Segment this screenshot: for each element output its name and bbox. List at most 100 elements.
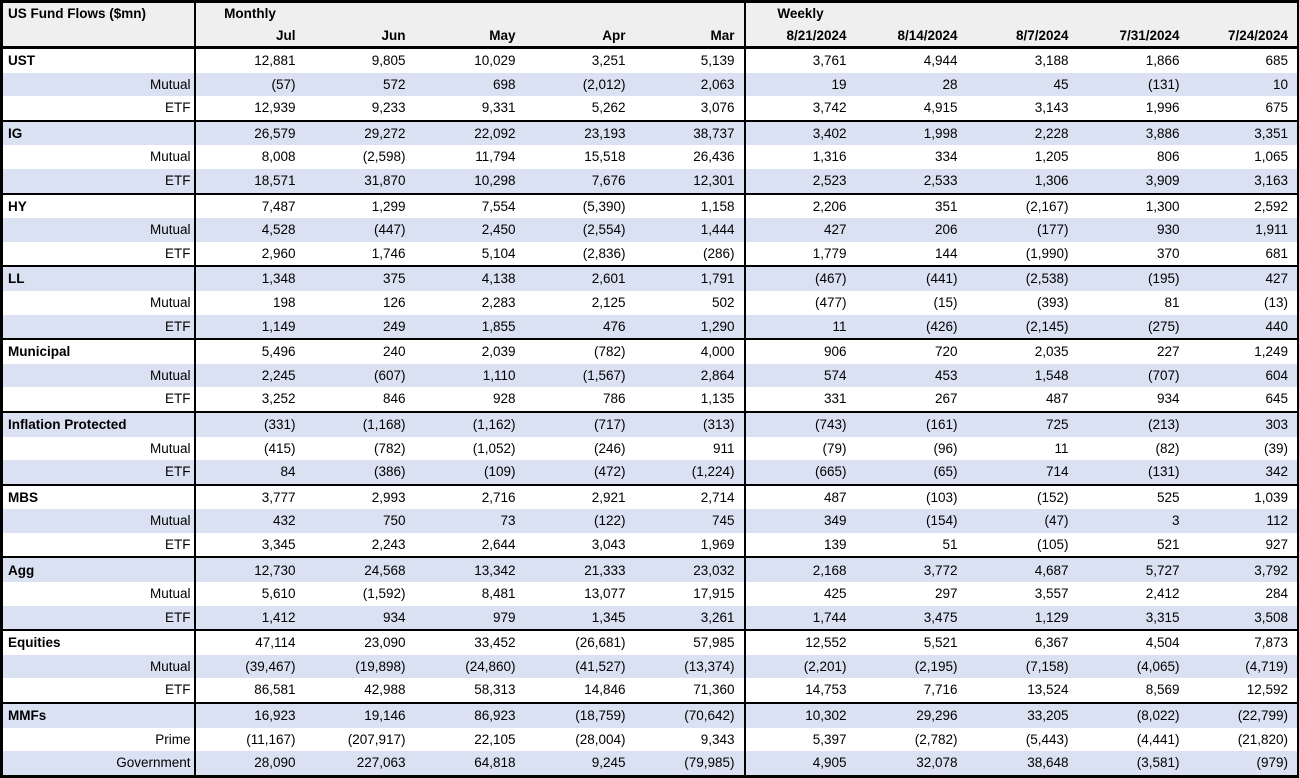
- value-cell: (331): [263, 416, 296, 432]
- value-cell: 86,923: [474, 708, 516, 724]
- value-cell: (5,390): [582, 198, 626, 214]
- value-cell: (2,145): [1025, 318, 1069, 334]
- sub-label-mutual: Mutual: [1, 436, 196, 461]
- value-cell: (472): [593, 464, 626, 480]
- table-row: ETF 18,571 31,870 10,298 7,676 12,301 2,523 2,5…: [1, 168, 1299, 194]
- value-cell: 521: [1156, 536, 1180, 552]
- value-cell: 267: [934, 391, 958, 407]
- value-cell: 1,249: [1254, 344, 1288, 360]
- value-cell: 45: [1053, 76, 1069, 92]
- value-cell: (19,898): [355, 658, 406, 674]
- value-cell: (57): [271, 76, 296, 92]
- value-cell: 604: [1265, 367, 1288, 383]
- value-cell: (415): [263, 440, 296, 456]
- table-row: HY 7,487 1,299 7,554 (5,390) 1,158 2,206 351 (2,…: [1, 193, 1299, 219]
- sub-label-etf: ETF: [1, 314, 196, 340]
- value-cell: 198: [272, 294, 296, 310]
- column-header-8-7-2024: 8/7/2024: [966, 24, 1078, 48]
- value-cell: 58,313: [474, 682, 516, 698]
- value-cell: (109): [483, 464, 516, 480]
- value-cell: 9,233: [371, 100, 406, 116]
- value-cell: 112: [1266, 513, 1288, 529]
- value-cell: 9,245: [591, 755, 626, 771]
- value-cell: (28,004): [575, 731, 626, 747]
- value-cell: 750: [382, 513, 406, 529]
- value-cell: (426): [925, 318, 958, 334]
- value-cell: 3,351: [1254, 125, 1288, 141]
- value-cell: (246): [593, 440, 626, 456]
- value-cell: 3,252: [261, 391, 296, 407]
- value-cell: (21,820): [1237, 731, 1288, 747]
- table-title: US Fund Flows ($mn): [1, 1, 196, 48]
- value-cell: 51: [942, 536, 958, 552]
- value-cell: (707): [1147, 367, 1180, 383]
- column-header-jun: Jun: [304, 24, 415, 48]
- value-cell: 12,552: [743, 630, 856, 655]
- value-cell: (447): [373, 222, 406, 238]
- value-cell: 8,008: [261, 149, 296, 165]
- value-cell: (24,860): [465, 658, 516, 674]
- value-cell: 427: [1265, 271, 1288, 287]
- value-cell: 12,939: [254, 100, 296, 116]
- value-cell: (2,201): [743, 654, 856, 679]
- value-cell: (207,917): [347, 731, 406, 747]
- value-cell: (161): [925, 416, 958, 432]
- category-label-equities: Equities: [1, 630, 196, 655]
- value-cell: (1,592): [362, 586, 406, 602]
- value-cell: (131): [1147, 464, 1180, 480]
- category-label-municipal: Municipal: [1, 339, 196, 364]
- value-cell: 3,777: [261, 489, 296, 505]
- value-cell: (393): [1036, 294, 1069, 310]
- value-cell: 24,568: [364, 562, 406, 578]
- value-cell: 11: [743, 314, 856, 340]
- sub-label-mutual: Mutual: [1, 72, 196, 97]
- value-cell: (2,836): [582, 245, 626, 261]
- value-cell: 2,864: [700, 367, 735, 383]
- value-cell: 303: [1265, 416, 1288, 432]
- value-cell: (441): [925, 271, 958, 287]
- value-cell: 10,298: [474, 173, 516, 189]
- group-ig: IG 26,579 29,272 22,092 23,193 38,737 3,402 1,9…: [1, 120, 1299, 194]
- value-cell: 284: [1265, 586, 1288, 602]
- table-row: Mutual 432 750 73 (122) 745 349 (154) (47) 3 112: [1, 509, 1299, 533]
- value-cell: 2,714: [700, 489, 735, 505]
- value-cell: (103): [925, 489, 958, 505]
- sub-label-etf: ETF: [1, 168, 196, 194]
- value-cell: (979): [1256, 755, 1288, 771]
- value-cell: 31,870: [364, 173, 406, 189]
- value-cell: (1,052): [472, 440, 516, 456]
- value-cell: 9,343: [700, 731, 735, 747]
- table-row: MBS 3,777 2,993 2,716 2,921 2,714 487 (103) (152…: [1, 484, 1299, 510]
- value-cell: 427: [743, 218, 856, 242]
- value-cell: 1,300: [1145, 198, 1180, 214]
- value-cell: 1,306: [1034, 173, 1069, 189]
- sub-label-mutual: Mutual: [1, 582, 196, 606]
- value-cell: 698: [492, 76, 516, 92]
- value-cell: (2,195): [914, 658, 958, 674]
- value-cell: 13,077: [584, 586, 626, 602]
- value-cell: 440: [1265, 318, 1288, 334]
- value-cell: 19: [743, 72, 856, 97]
- value-cell: 2,412: [1145, 586, 1180, 602]
- value-cell: (467): [743, 266, 856, 291]
- value-cell: 57,985: [693, 635, 735, 651]
- value-cell: 33,205: [1027, 708, 1069, 724]
- value-cell: 502: [711, 294, 735, 310]
- value-cell: (2,012): [582, 76, 626, 92]
- value-cell: (122): [593, 513, 626, 529]
- value-cell: 2,039: [481, 344, 516, 360]
- value-cell: (70,642): [684, 708, 735, 724]
- value-cell: 5,397: [743, 727, 856, 752]
- value-cell: (4,065): [1136, 658, 1180, 674]
- value-cell: 574: [743, 363, 856, 388]
- value-cell: (313): [702, 416, 735, 432]
- value-cell: 13,342: [474, 562, 516, 578]
- value-cell: 84: [280, 464, 296, 480]
- table-row: Mutual 8,008 (2,598) 11,794 15,518 26,436 1,31…: [1, 145, 1299, 169]
- group-hy: HY 7,487 1,299 7,554 (5,390) 1,158 2,206 351 (2,…: [1, 193, 1299, 267]
- section-spacer-weekly: [855, 1, 1299, 25]
- value-cell: 71,360: [693, 682, 735, 698]
- value-cell: 8,569: [1145, 682, 1180, 698]
- value-cell: 432: [272, 513, 296, 529]
